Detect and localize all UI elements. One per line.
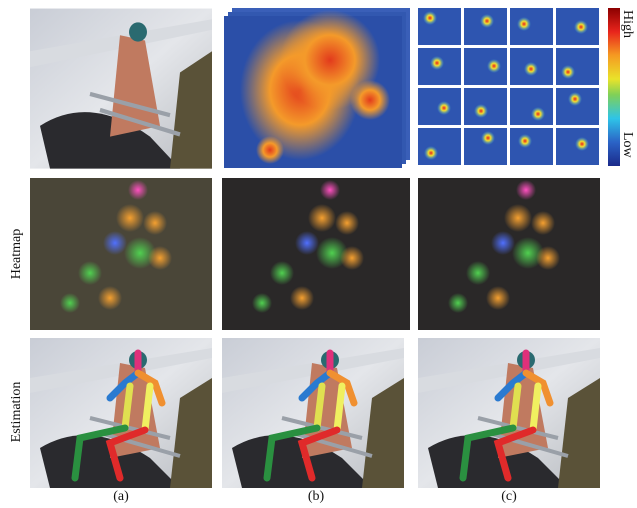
tile xyxy=(510,128,553,165)
tile-spot xyxy=(423,11,437,25)
column-label: (b) xyxy=(308,489,325,504)
tile-spot xyxy=(531,107,545,121)
tile-spot xyxy=(517,17,531,31)
tile xyxy=(418,128,461,165)
stacked-heatmaps xyxy=(224,8,410,168)
heatmap-a xyxy=(30,178,212,330)
colorbar-high: High xyxy=(620,10,635,38)
tile-spot xyxy=(561,65,575,79)
estimation-a xyxy=(28,336,214,490)
colorbar xyxy=(608,8,620,166)
column-label: (c) xyxy=(501,489,517,504)
tile xyxy=(418,8,461,45)
heatmap-b xyxy=(222,178,410,330)
heatmap-c xyxy=(418,178,600,330)
tile-spot xyxy=(480,14,494,28)
colorbar-low: Low xyxy=(620,132,635,159)
tile-spot xyxy=(481,131,495,145)
row-label: Heatmap xyxy=(9,229,24,280)
tile xyxy=(556,48,599,85)
tile-spot xyxy=(524,62,538,76)
tile-spot xyxy=(424,146,438,160)
column-label: (a) xyxy=(113,489,129,504)
estimation-c xyxy=(416,336,602,490)
estimation-b xyxy=(220,336,406,490)
tile-spot xyxy=(568,92,582,106)
tile-spot xyxy=(474,104,488,118)
tile-spot xyxy=(574,20,588,34)
heatmap-grid xyxy=(418,8,599,165)
tile-spot xyxy=(575,137,589,151)
tile-spot xyxy=(430,56,444,70)
row-label: Estimation xyxy=(9,382,24,443)
tile xyxy=(510,8,553,45)
tile-spot xyxy=(518,134,532,148)
tile xyxy=(510,88,553,125)
tile-spot xyxy=(437,101,451,115)
tile-spot xyxy=(487,59,501,73)
input-image xyxy=(30,9,212,169)
